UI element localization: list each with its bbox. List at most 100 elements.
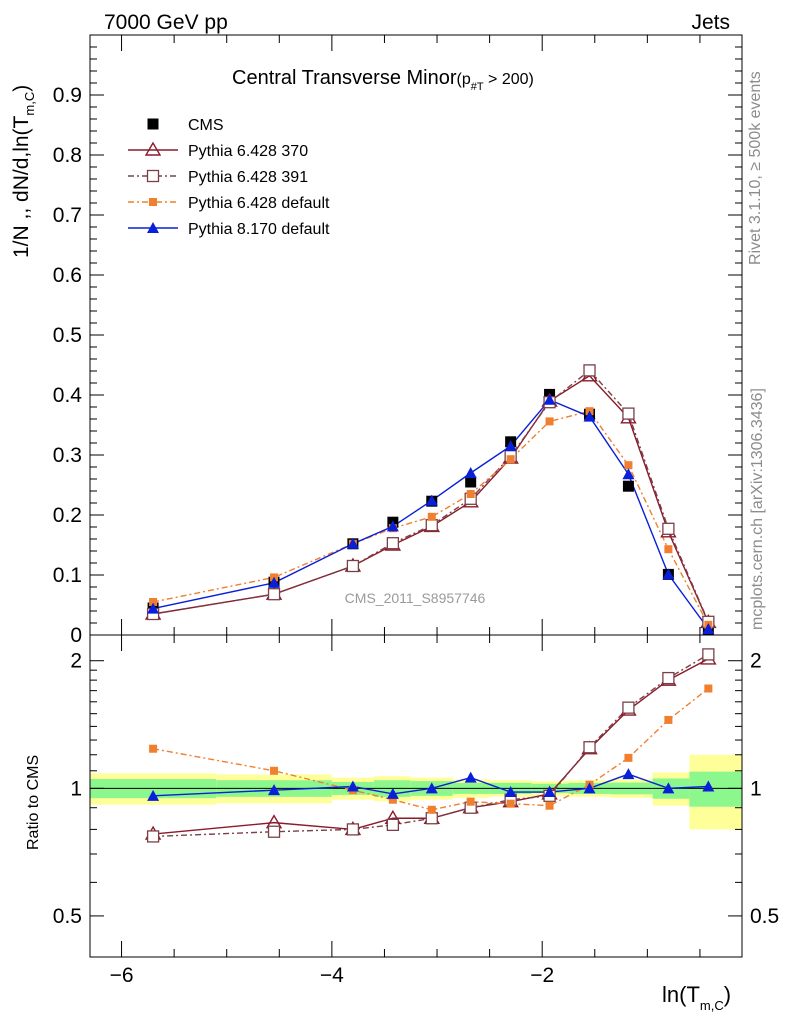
ratio-point-pythia-8-170-default — [346, 780, 359, 792]
xlabel-sub: m,C — [700, 998, 724, 1013]
point-pythia-6-428-default — [466, 490, 475, 498]
ratio-ytick-label-right: 0.5 — [750, 905, 779, 928]
legend-label: Pythia 6.428 391 — [188, 169, 308, 186]
ytick-label: 0.2 — [53, 504, 82, 527]
main-title: Central Transverse Minor(p#T > 200) — [232, 67, 534, 93]
ylabel-close: ) — [10, 85, 33, 92]
point-pythia-8-170-default — [583, 410, 596, 422]
jets-label: Jets — [691, 11, 730, 34]
point-cms — [465, 476, 477, 488]
point-pythia-6-428-391 — [583, 364, 596, 377]
point-pythia-8-170-default — [346, 537, 359, 549]
ytick-label: 0.4 — [53, 384, 83, 407]
ratio-point-pythia-6-428-391 — [386, 818, 400, 832]
point-pythia-8-170-default — [702, 623, 715, 634]
ratio-point-pythia-6-428-default — [149, 744, 158, 753]
point-cms — [622, 480, 634, 492]
line-pythia-6-428-default — [152, 410, 709, 626]
point-pythia-8-170-default — [425, 494, 438, 506]
mcplots-label: mcplots.cern.ch [arXiv:1306.3436] — [749, 388, 766, 630]
point-pythia-8-170-default — [504, 440, 517, 451]
ratio-point-pythia-8-170-default — [425, 782, 438, 794]
legend-label: CMS — [188, 117, 224, 134]
ratio-point-pythia-6-428-391 — [346, 823, 360, 836]
ratio-point-pythia-8-170-default — [583, 782, 596, 794]
xlabel: ln(Tm,C) — [662, 982, 731, 1013]
ytick-label: 0.5 — [53, 324, 82, 347]
ylabel-sub: m,C — [22, 92, 37, 116]
ratio-frame — [89, 634, 743, 958]
svg-text:1/N ,, dN/d,ln(Tm,C): 1/N ,, dN/d,ln(Tm,C) — [10, 85, 37, 258]
ratio-ytick-label: 1 — [70, 777, 82, 800]
legend-label: Pythia 6.428 default — [188, 195, 330, 212]
point-pythia-8-170-default — [147, 602, 160, 614]
ytick-label: 0.6 — [53, 264, 82, 287]
xlabel-main: ln(T — [662, 982, 700, 1007]
legend-marker-pythia-6-428-391 — [146, 169, 160, 183]
point-pythia-6-428-default — [506, 455, 515, 464]
ratio-ylabel: Ratio to CMS — [25, 755, 42, 850]
point-pythia-6-428-default — [427, 512, 436, 521]
ytick-label: 0.3 — [53, 444, 82, 467]
ratio-line-pythia-6-428-default — [152, 687, 709, 811]
ratio-ytick-label: 2 — [70, 650, 82, 673]
svg-text:ln(Tm,C): ln(Tm,C) — [662, 982, 731, 1013]
ylabel-main: 1/N ,, dN/d,ln(T — [10, 115, 33, 258]
legend-marker-pythia-6-428-370 — [144, 141, 162, 156]
ratio-point-pythia-8-170-default — [268, 784, 281, 796]
ratio-point-pythia-6-428-391 — [267, 825, 281, 838]
energy-label: 7000 GeV pp — [104, 11, 228, 34]
analysis-watermark: CMS_2011_S8957746 — [345, 590, 486, 606]
ratio-point-pythia-6-428-391 — [702, 648, 715, 661]
ytick-label: 0.1 — [53, 564, 82, 587]
ratio-point-pythia-6-428-default — [270, 766, 279, 775]
point-pythia-8-170-default — [622, 468, 635, 480]
ratio-line-pythia-8-170-default — [153, 773, 709, 797]
point-pythia-8-170-default — [464, 467, 477, 478]
ratio-point-pythia-6-428-default — [466, 797, 475, 806]
xtick-label: −4 — [320, 964, 344, 987]
point-pythia-6-428-default — [545, 417, 554, 426]
main-series-layer — [144, 364, 717, 635]
title-suffix: > 200) — [484, 71, 534, 88]
ratio-series-layer — [144, 648, 717, 843]
ytick-label: 0 — [70, 624, 82, 647]
title-text: Central Transverse Minor — [232, 67, 457, 89]
ratio-point-pythia-8-170-default — [504, 786, 517, 798]
ratio-point-pythia-6-428-391 — [662, 671, 675, 685]
ytick-label: 0.9 — [53, 84, 82, 107]
ratio-ytick-label-right: 2 — [750, 650, 762, 673]
point-pythia-8-170-default — [662, 568, 675, 580]
point-pythia-6-428-default — [624, 461, 633, 470]
ratio-point-pythia-6-428-default — [545, 801, 554, 810]
ratio-point-pythia-8-170-default — [662, 782, 675, 794]
title-prefix: (p — [457, 71, 471, 88]
legend-label: Pythia 6.428 370 — [188, 143, 308, 160]
ratio-point-pythia-6-428-default — [704, 684, 713, 693]
ratio-ytick-label: 0.5 — [53, 905, 82, 928]
ratio-point-pythia-6-428-default — [388, 795, 397, 804]
ytick-label: 0.7 — [53, 204, 82, 227]
ratio-point-pythia-6-428-default — [624, 753, 633, 762]
legend-label: Pythia 8.170 default — [188, 221, 330, 238]
main-ylabel: 1/N ,, dN/d,ln(Tm,C) — [10, 85, 37, 258]
point-pythia-8-170-default — [543, 393, 556, 405]
legend-marker-cms — [147, 118, 159, 130]
ytick-label: 0.8 — [53, 144, 82, 167]
band-inner — [689, 771, 742, 807]
xtick-label: −2 — [530, 964, 554, 987]
point-pythia-6-428-391 — [386, 537, 400, 550]
ratio-point-pythia-6-428-default — [664, 715, 673, 724]
legend-marker-pythia-6-428-default — [149, 198, 157, 206]
point-pythia-6-428-391 — [425, 519, 438, 532]
point-pythia-6-428-391 — [267, 588, 281, 601]
ratio-point-pythia-8-170-default — [464, 771, 477, 783]
ratio-line-pythia-6-428-370 — [153, 658, 709, 835]
legend: CMS Pythia 6.428 370 Pythia 6.428 391 Pythi… — [128, 117, 330, 238]
ratio-point-pythia-6-428-default — [506, 799, 515, 808]
ratio-point-pythia-6-428-391 — [583, 741, 596, 754]
xlabel-close: ) — [724, 982, 731, 1007]
ratio-point-pythia-6-428-391 — [425, 812, 438, 825]
ratio-point-pythia-8-170-default — [622, 768, 635, 780]
